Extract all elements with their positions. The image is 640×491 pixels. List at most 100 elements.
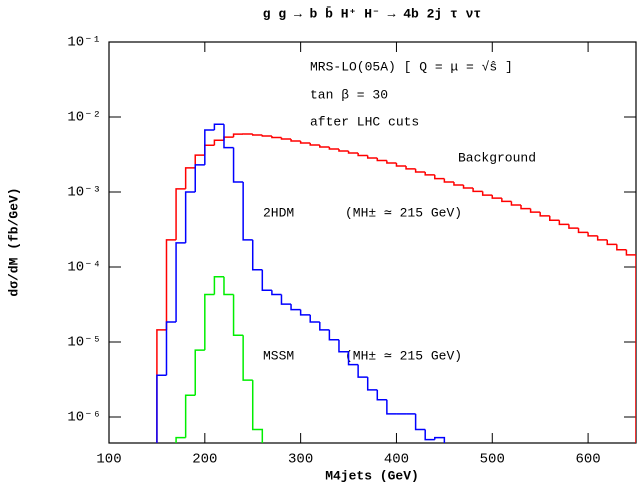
histogram-step bbox=[184, 394, 196, 438]
histogram-step bbox=[328, 329, 339, 341]
histogram-step bbox=[204, 129, 215, 165]
y-tick-label: 10⁻⁵ bbox=[67, 335, 101, 351]
y-tick-label: 10⁻¹ bbox=[67, 35, 101, 51]
histogram-step bbox=[481, 191, 493, 196]
histogram-step bbox=[156, 374, 167, 443]
histogram-step bbox=[434, 436, 446, 443]
plot-area bbox=[156, 123, 636, 443]
histogram-step bbox=[558, 220, 569, 226]
series-label: MSSM bbox=[263, 348, 294, 363]
histogram-step bbox=[366, 377, 378, 391]
histogram-step bbox=[223, 124, 234, 149]
histogram-step bbox=[405, 166, 416, 170]
series-label: 2HDM bbox=[263, 205, 294, 220]
x-tick-label: 100 bbox=[96, 452, 121, 468]
histogram-step bbox=[261, 135, 272, 137]
histogram-step bbox=[194, 154, 205, 168]
histogram-step bbox=[386, 160, 397, 164]
histogram-step bbox=[462, 184, 474, 189]
histogram-step bbox=[319, 145, 330, 148]
histogram-step bbox=[328, 147, 339, 150]
y-tick-label: 10⁻³ bbox=[67, 185, 101, 201]
histogram-step bbox=[184, 167, 196, 189]
histogram-step bbox=[338, 149, 349, 152]
histogram-step bbox=[357, 153, 368, 157]
histogram-step bbox=[242, 181, 253, 241]
histogram-step bbox=[347, 151, 359, 154]
histogram-step bbox=[424, 429, 435, 441]
annotation: MRS-LO(05A) [ Q = μ = √ŝ ] bbox=[310, 59, 513, 74]
histogram-step bbox=[251, 134, 263, 136]
plot-frame bbox=[108, 41, 637, 444]
histogram-step bbox=[366, 155, 378, 159]
histogram-step bbox=[491, 195, 502, 199]
histogram-step bbox=[568, 224, 579, 229]
histogram-step bbox=[386, 399, 397, 415]
histogram-step bbox=[232, 147, 244, 183]
x-tick-label: 400 bbox=[384, 452, 409, 468]
histogram-step bbox=[309, 143, 320, 146]
x-tick-label: 500 bbox=[480, 452, 505, 468]
histogram-step bbox=[587, 232, 598, 237]
histogram-step bbox=[156, 329, 167, 443]
histogram-step bbox=[577, 228, 589, 234]
histogram-step bbox=[261, 269, 272, 291]
histogram-step bbox=[501, 198, 512, 203]
annotation: after LHC cuts bbox=[310, 114, 419, 129]
annotation: tan β = 30 bbox=[310, 87, 388, 102]
histogram-step bbox=[357, 364, 368, 378]
chart-title: g g → b b̄ H⁺ H⁻ → 4b 2j τ ντ bbox=[263, 6, 482, 21]
histogram-step bbox=[232, 294, 244, 336]
histogram-step bbox=[175, 436, 186, 443]
histogram-step bbox=[319, 321, 330, 331]
histogram-step bbox=[242, 335, 253, 381]
histogram-step bbox=[434, 174, 445, 180]
x-tick-label: 300 bbox=[288, 452, 313, 468]
y-axis-label: dσ/dM (fb/GeV) bbox=[6, 187, 21, 296]
x-tick-label: 200 bbox=[192, 452, 217, 468]
histogram-step bbox=[472, 188, 483, 193]
histogram-step bbox=[299, 309, 311, 316]
histogram-step bbox=[606, 239, 617, 246]
annotation: (MH± ≃ 215 GeV) bbox=[345, 348, 462, 363]
histogram-step bbox=[175, 242, 186, 322]
histogram-step bbox=[414, 413, 426, 431]
histogram-step bbox=[194, 164, 205, 192]
histogram-step bbox=[271, 290, 282, 296]
y-tick-label: 10⁻⁶ bbox=[67, 410, 101, 426]
histogram-step bbox=[280, 294, 292, 305]
histogram-step bbox=[616, 244, 627, 251]
series-label: Background bbox=[458, 150, 536, 165]
histogram-step bbox=[223, 276, 234, 296]
histogram-step bbox=[414, 168, 426, 173]
histogram-step bbox=[204, 293, 215, 351]
histogram-step bbox=[443, 178, 454, 183]
histogram-step bbox=[290, 138, 301, 142]
histogram-step bbox=[184, 191, 196, 243]
histogram-step bbox=[424, 171, 435, 176]
histogram-step bbox=[299, 140, 311, 144]
annotation: (MH± ≃ 215 GeV) bbox=[345, 205, 462, 220]
histogram-step bbox=[204, 144, 215, 156]
histogram-step bbox=[520, 205, 531, 210]
y-tick-label: 10⁻⁴ bbox=[67, 260, 101, 276]
histogram-step bbox=[251, 380, 264, 443]
histogram-step bbox=[213, 123, 224, 131]
histogram-step bbox=[232, 133, 244, 138]
y-tick-label: 10⁻² bbox=[67, 110, 101, 126]
histogram-step bbox=[223, 136, 234, 141]
histogram-step bbox=[625, 249, 636, 443]
histogram-step bbox=[290, 304, 301, 311]
histogram-step bbox=[165, 239, 177, 330]
histogram-step bbox=[213, 276, 224, 295]
histogram-step bbox=[453, 181, 464, 186]
histogram-step bbox=[338, 339, 349, 353]
histogram-step bbox=[376, 157, 387, 162]
histogram-step bbox=[251, 239, 263, 271]
histogram-step bbox=[596, 235, 608, 241]
x-tick-label: 600 bbox=[575, 452, 600, 468]
histogram-step bbox=[510, 201, 522, 206]
histogram-step bbox=[309, 314, 320, 323]
histogram-step bbox=[347, 351, 359, 366]
